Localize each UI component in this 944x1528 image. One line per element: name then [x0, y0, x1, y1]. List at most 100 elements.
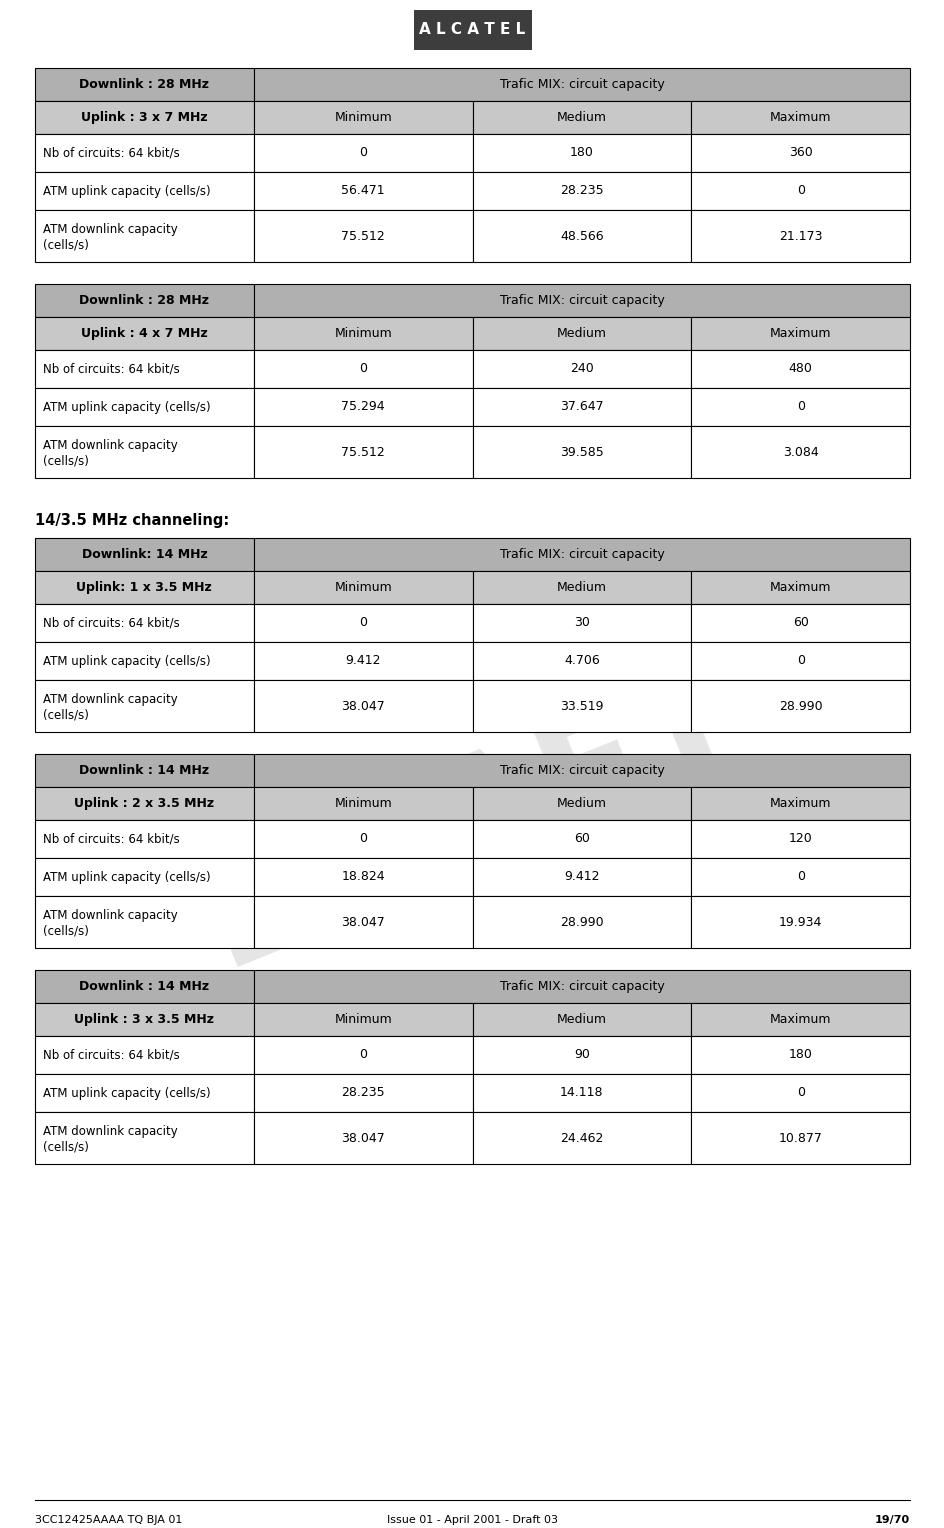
Text: Nb of circuits: 64 kbit/s: Nb of circuits: 64 kbit/s: [43, 362, 179, 376]
Text: 19/70: 19/70: [874, 1514, 909, 1525]
Text: Maximum: Maximum: [769, 112, 831, 124]
Text: Nb of circuits: 64 kbit/s: Nb of circuits: 64 kbit/s: [43, 1048, 179, 1062]
Text: 28.235: 28.235: [341, 1086, 384, 1100]
Text: 39.585: 39.585: [560, 446, 603, 458]
Text: 0: 0: [796, 1086, 803, 1100]
Bar: [690, 571, 909, 604]
Text: ATM uplink capacity (cells/s): ATM uplink capacity (cells/s): [43, 654, 211, 668]
Bar: [35, 173, 254, 209]
Text: Medium: Medium: [556, 581, 606, 594]
Text: 14.118: 14.118: [560, 1086, 603, 1100]
Bar: [254, 1002, 472, 1036]
Text: ATM uplink capacity (cells/s): ATM uplink capacity (cells/s): [43, 1086, 211, 1100]
Text: Uplink : 2 x 3.5 MHz: Uplink : 2 x 3.5 MHz: [75, 798, 214, 810]
Text: Downlink : 28 MHz: Downlink : 28 MHz: [79, 78, 210, 92]
Bar: [254, 1036, 472, 1074]
Text: Nb of circuits: 64 kbit/s: Nb of circuits: 64 kbit/s: [43, 833, 179, 845]
Bar: [472, 350, 690, 388]
Bar: [472, 680, 690, 732]
Bar: [35, 604, 254, 642]
Bar: [413, 11, 531, 50]
Text: 480: 480: [788, 362, 812, 376]
Text: (cells/s): (cells/s): [43, 1140, 89, 1154]
Bar: [254, 1074, 472, 1112]
Bar: [472, 571, 690, 604]
Bar: [254, 101, 472, 134]
Bar: [35, 134, 254, 173]
Text: Uplink: 1 x 3.5 MHz: Uplink: 1 x 3.5 MHz: [76, 581, 212, 594]
Text: Nb of circuits: 64 kbit/s: Nb of circuits: 64 kbit/s: [43, 147, 179, 159]
Text: 75.512: 75.512: [341, 446, 384, 458]
Bar: [35, 284, 254, 316]
Text: 18.824: 18.824: [341, 871, 384, 883]
Bar: [35, 69, 254, 101]
Bar: [472, 859, 690, 895]
Bar: [35, 1036, 254, 1074]
Text: Downlink : 28 MHz: Downlink : 28 MHz: [79, 293, 210, 307]
Bar: [35, 680, 254, 732]
Text: 0: 0: [796, 654, 803, 668]
Text: 360: 360: [788, 147, 812, 159]
Bar: [472, 1112, 690, 1164]
Text: 0: 0: [796, 400, 803, 414]
Text: Medium: Medium: [556, 798, 606, 810]
Text: Medium: Medium: [556, 1013, 606, 1025]
Text: Issue 01 - April 2001 - Draft 03: Issue 01 - April 2001 - Draft 03: [387, 1514, 557, 1525]
Bar: [472, 173, 690, 209]
Bar: [35, 1002, 254, 1036]
Bar: [35, 388, 254, 426]
Text: ATM uplink capacity (cells/s): ATM uplink capacity (cells/s): [43, 400, 211, 414]
Bar: [472, 134, 690, 173]
Text: Downlink : 14 MHz: Downlink : 14 MHz: [79, 764, 210, 778]
Text: 120: 120: [788, 833, 812, 845]
Text: Minimum: Minimum: [334, 1013, 392, 1025]
Bar: [472, 426, 690, 478]
Text: Uplink : 3 x 3.5 MHz: Uplink : 3 x 3.5 MHz: [75, 1013, 214, 1025]
Bar: [690, 388, 909, 426]
Bar: [35, 753, 254, 787]
Bar: [690, 209, 909, 261]
Text: Uplink : 4 x 7 MHz: Uplink : 4 x 7 MHz: [81, 327, 208, 341]
Bar: [254, 680, 472, 732]
Text: ATM downlink capacity: ATM downlink capacity: [43, 223, 177, 235]
Bar: [35, 895, 254, 947]
Bar: [35, 426, 254, 478]
Bar: [254, 173, 472, 209]
Text: 0: 0: [359, 616, 366, 630]
Text: Maximum: Maximum: [769, 798, 831, 810]
Text: Minimum: Minimum: [334, 798, 392, 810]
Text: 38.047: 38.047: [341, 1132, 384, 1144]
Bar: [254, 350, 472, 388]
Bar: [35, 101, 254, 134]
Bar: [35, 1112, 254, 1164]
Bar: [472, 1036, 690, 1074]
Bar: [472, 388, 690, 426]
Bar: [254, 538, 909, 571]
Text: Downlink : 14 MHz: Downlink : 14 MHz: [79, 979, 210, 993]
Text: Medium: Medium: [556, 327, 606, 341]
Bar: [254, 821, 472, 859]
Bar: [35, 350, 254, 388]
Bar: [254, 69, 909, 101]
Bar: [35, 571, 254, 604]
Bar: [690, 1002, 909, 1036]
Text: 180: 180: [569, 147, 593, 159]
Text: 60: 60: [792, 616, 808, 630]
Bar: [254, 859, 472, 895]
Bar: [690, 1036, 909, 1074]
Text: ATM uplink capacity (cells/s): ATM uplink capacity (cells/s): [43, 871, 211, 883]
Text: 0: 0: [359, 833, 366, 845]
Text: Minimum: Minimum: [334, 581, 392, 594]
Bar: [690, 642, 909, 680]
Text: 14/3.5 MHz channeling:: 14/3.5 MHz channeling:: [35, 513, 229, 529]
Bar: [254, 284, 909, 316]
Text: 28.235: 28.235: [560, 185, 603, 197]
Text: Maximum: Maximum: [769, 1013, 831, 1025]
Bar: [472, 895, 690, 947]
Bar: [254, 209, 472, 261]
Text: ATM downlink capacity: ATM downlink capacity: [43, 1125, 177, 1137]
Text: (cells/s): (cells/s): [43, 238, 89, 252]
Bar: [690, 1074, 909, 1112]
Text: 10.877: 10.877: [778, 1132, 821, 1144]
Bar: [35, 642, 254, 680]
